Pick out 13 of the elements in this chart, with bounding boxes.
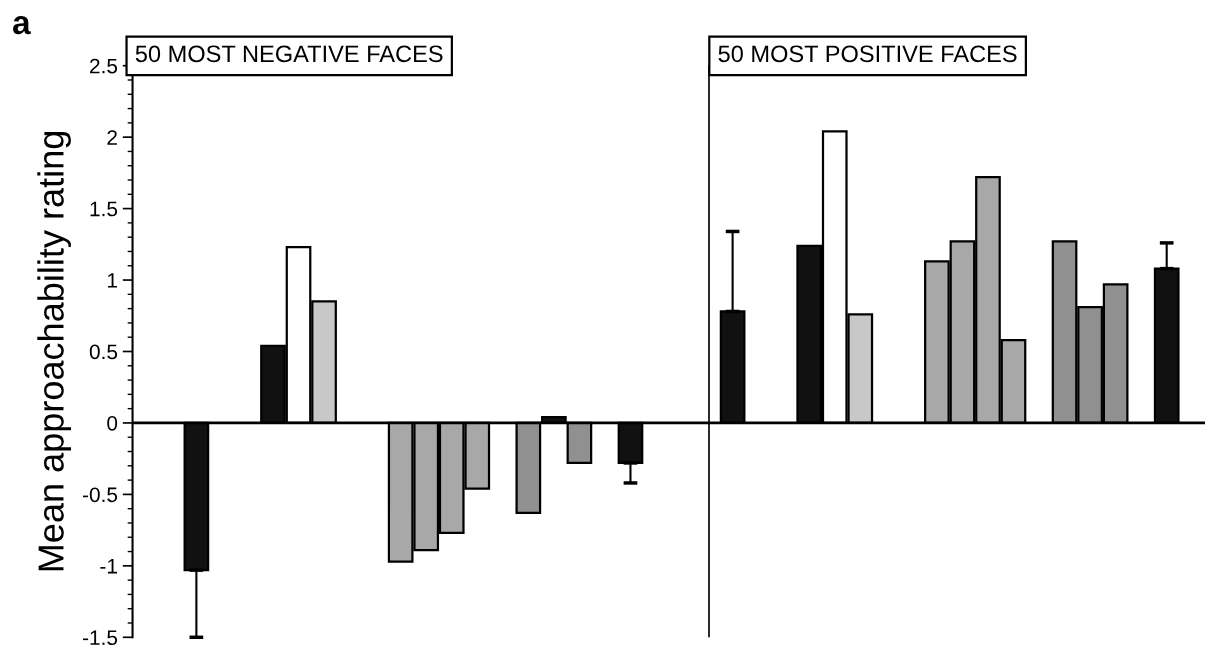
y-tick-label: -1 [100, 559, 117, 574]
y-tick-label: -0.5 [83, 487, 118, 503]
y-tick-label: -1.5 [83, 630, 118, 646]
y-tick-label: 0.5 [89, 344, 118, 360]
text: 50 MOST NEGATIVE FACES [135, 45, 443, 63]
text: 50 MOST POSITIVE FACES [718, 45, 1017, 63]
y-axis-title: Mean approachability rating [37, 131, 71, 571]
y-tick-label: 1 [107, 273, 117, 288]
y-tick-label: 0 [107, 415, 118, 431]
text: a [13, 16, 31, 35]
y-tick-label: 2 [107, 130, 117, 145]
y-tick-label: 2.5 [90, 58, 118, 74]
y-tick-label: 1.5 [90, 201, 118, 217]
